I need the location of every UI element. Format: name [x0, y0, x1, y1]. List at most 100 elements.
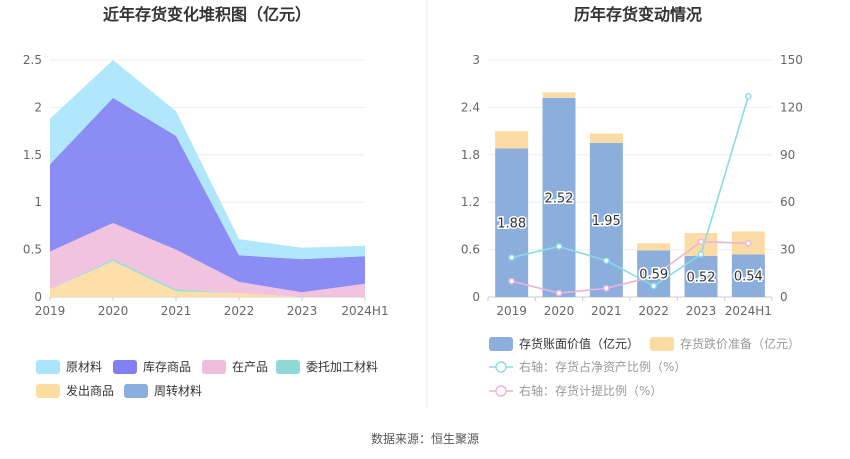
- bar-value-label: 0.52: [687, 270, 716, 285]
- left-y-tick-label: 0: [34, 290, 42, 304]
- combo-bar-line-chart: 历年存货变动情况 1.88 2.52 1.95 0.59 0.52 0.54 0 0.6 1.…: [461, 5, 803, 398]
- right-x-tick-label: 2023: [686, 304, 717, 318]
- bar-value-label: 2.52: [545, 191, 574, 206]
- area-发出商品: [50, 260, 365, 297]
- left-x-tick-label: 2023: [287, 304, 318, 318]
- right-y2-tick-label: 90: [780, 148, 795, 162]
- right-gridlines: [487, 59, 773, 301]
- left-y-tick-label: 0.5: [23, 243, 42, 257]
- right-y2-tick-label: 0: [780, 290, 788, 304]
- legend-label: 存货跌价准备（亿元）: [680, 336, 800, 351]
- line-point: [603, 257, 610, 264]
- left-x-tick-label: 2021: [161, 304, 192, 318]
- right-y-tick-label: 0.6: [461, 243, 480, 257]
- right-y-tick-label: 0: [472, 290, 480, 304]
- left-x-tick-label: 2024H1: [341, 304, 388, 318]
- bar-book-value: [542, 97, 576, 297]
- legend-line-marker: [495, 361, 507, 373]
- legend-label: 原材料: [66, 360, 102, 374]
- line-point: [745, 93, 752, 100]
- bar-value-label: 0.54: [734, 270, 763, 285]
- right-legend: 存货账面价值（亿元） 存货跌价准备（亿元） 右轴：存货占净资产比例（%） 右轴：存货计…: [489, 336, 800, 398]
- legend-swatch: [36, 360, 60, 374]
- right-chart-title: 历年存货变动情况: [574, 5, 702, 24]
- bar-value-label: 1.88: [497, 217, 526, 232]
- left-x-ticks: 2019 2020 2021 2022 2023 2024H1: [35, 304, 389, 318]
- right-x-ticks: 2019 2020 2021 2022 2023 2024H1: [496, 304, 772, 318]
- left-x-tick-label: 2019: [35, 304, 66, 318]
- left-x-tick-label: 2020: [98, 304, 129, 318]
- line-point: [650, 273, 657, 280]
- bar-book-value: [684, 255, 718, 297]
- line-point: [745, 239, 752, 247]
- legend-swatch: [124, 384, 148, 398]
- line-point: [697, 238, 705, 245]
- stacked-area-chart: 近年存货变化堆积图（亿元） 00.511.522.5 2019 2020 2021 2…: [23, 5, 389, 398]
- right-x-tick-label: 2019: [496, 304, 527, 318]
- legend-label: 在产品: [232, 360, 268, 374]
- left-x-tick-label: 2022: [224, 304, 255, 318]
- left-areas: [50, 60, 365, 297]
- left-chart-title: 近年存货变化堆积图（亿元）: [103, 5, 311, 24]
- legend-swatch: [202, 360, 226, 374]
- legend-label: 存货账面价值（亿元）: [519, 336, 639, 351]
- right-y-ticks: 0 0.6 1.2 1.8 2.4 3: [461, 53, 480, 304]
- line-point: [508, 277, 515, 285]
- right-bar-labels: 1.88 2.52 1.95 0.59 0.52 0.54: [496, 190, 765, 287]
- legend-label: 库存商品: [143, 359, 191, 374]
- right-y-tick-label: 2.4: [461, 100, 480, 114]
- legend-label: 周转材料: [154, 383, 202, 398]
- bar-impairment-reserve: [495, 131, 529, 149]
- right-bars: [495, 92, 765, 297]
- left-y-tick-label: 2: [34, 100, 42, 114]
- line-point: [555, 289, 563, 297]
- bar-impairment-reserve: [637, 243, 671, 251]
- legend-swatch: [650, 337, 674, 351]
- right-y-tick-label: 1.8: [461, 148, 480, 162]
- line-point: [555, 243, 563, 250]
- legend-label: 委托加工材料: [306, 360, 378, 374]
- bar-impairment-reserve: [542, 92, 576, 98]
- bar-impairment-reserve: [589, 133, 623, 143]
- left-y-tick-label: 1: [34, 195, 42, 209]
- right-x-tick-label: 2024H1: [725, 304, 772, 318]
- data-source: 数据来源：恒生聚源: [371, 431, 479, 446]
- legend-swatch: [113, 360, 137, 374]
- bar-book-value: [589, 142, 623, 297]
- line-point: [508, 254, 515, 261]
- line-inventory-to-net-assets: [511, 96, 750, 287]
- area-委托加工材料: [50, 259, 365, 297]
- right-x-tick-label: 2022: [638, 304, 669, 318]
- bar-value-label: 0.59: [639, 268, 668, 283]
- right-y2-tick-label: 60: [780, 195, 795, 209]
- legend-label: 右轴：存货占净资产比例（%）: [519, 359, 686, 374]
- legend-label: 右轴：存货计提比例（%）: [519, 383, 662, 398]
- line-point: [603, 285, 610, 292]
- legend-swatch: [489, 337, 513, 351]
- left-y-tick-label: 2.5: [23, 53, 42, 67]
- line-provision-ratio: [511, 240, 749, 294]
- right-lines: [508, 93, 752, 297]
- right-y2-tick-label: 30: [780, 243, 795, 257]
- right-y2-tick-label: 150: [780, 53, 803, 67]
- legend-line-marker: [495, 385, 507, 397]
- legend-swatch: [276, 360, 300, 374]
- bar-book-value: [731, 254, 765, 297]
- area-在产品: [50, 223, 365, 297]
- legend-label: 发出商品: [66, 383, 114, 398]
- bar-book-value: [495, 148, 529, 297]
- right-y2-tick-label: 120: [780, 100, 803, 114]
- line-point: [650, 282, 657, 290]
- left-y-tick-label: 1.5: [23, 148, 42, 162]
- right-x-tick-label: 2021: [591, 304, 622, 318]
- legend-swatch: [36, 384, 60, 398]
- right-y-tick-label: 3: [472, 53, 480, 67]
- right-x-tick-label: 2020: [544, 304, 575, 318]
- left-y-ticks: 0 0.5 1 1.5 2 2.5: [23, 53, 42, 304]
- line-point: [697, 251, 705, 258]
- bar-value-label: 1.95: [592, 214, 621, 229]
- right-y-tick-label: 1.2: [461, 195, 480, 209]
- area-库存商品: [50, 97, 365, 293]
